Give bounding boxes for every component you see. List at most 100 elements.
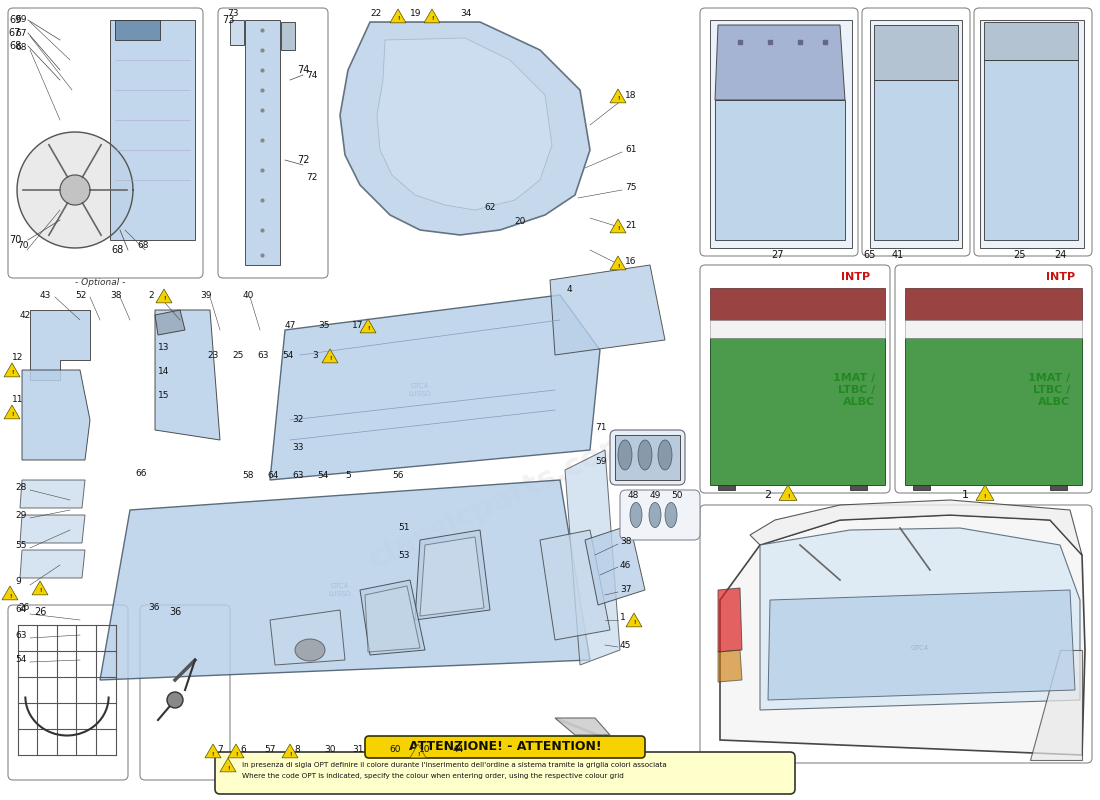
Polygon shape	[390, 9, 406, 23]
Text: 55: 55	[15, 541, 26, 550]
Text: 74: 74	[307, 70, 318, 79]
Text: 17: 17	[352, 321, 363, 330]
Text: classicparts.com: classicparts.com	[364, 426, 636, 574]
Text: !: !	[227, 766, 229, 770]
Text: !: !	[9, 594, 11, 598]
Text: 19: 19	[410, 10, 421, 18]
Text: 28: 28	[15, 483, 26, 493]
Text: 61: 61	[625, 146, 637, 154]
Polygon shape	[905, 288, 1082, 320]
Polygon shape	[282, 744, 298, 758]
Text: 70: 70	[9, 235, 21, 245]
Text: !: !	[211, 751, 215, 757]
Text: !: !	[11, 413, 13, 418]
Text: 43: 43	[40, 290, 52, 299]
Circle shape	[167, 692, 183, 708]
Text: INTP: INTP	[840, 272, 870, 282]
Text: 65: 65	[864, 250, 877, 260]
Polygon shape	[20, 480, 85, 508]
Text: 42: 42	[20, 310, 31, 319]
Text: 11: 11	[12, 395, 23, 405]
Text: GTC4: GTC4	[911, 645, 930, 651]
Text: 13: 13	[158, 343, 169, 353]
Polygon shape	[710, 288, 886, 320]
Text: 48: 48	[627, 491, 639, 501]
FancyBboxPatch shape	[862, 8, 970, 256]
Text: 46: 46	[620, 561, 631, 570]
Polygon shape	[4, 405, 20, 419]
Polygon shape	[720, 515, 1085, 755]
Text: ATTENZIONE! - ATTENTION!: ATTENZIONE! - ATTENTION!	[409, 741, 602, 754]
Polygon shape	[976, 485, 994, 501]
Ellipse shape	[630, 502, 642, 527]
FancyBboxPatch shape	[974, 8, 1092, 256]
Polygon shape	[984, 22, 1078, 60]
Text: !: !	[366, 326, 370, 331]
Polygon shape	[228, 744, 244, 758]
Polygon shape	[16, 132, 133, 248]
Text: !: !	[397, 17, 399, 22]
Text: 59: 59	[595, 458, 607, 466]
Text: 71: 71	[595, 423, 607, 433]
Text: !: !	[417, 751, 419, 757]
Text: 25: 25	[232, 350, 244, 359]
Text: 35: 35	[318, 321, 330, 330]
Text: 72: 72	[307, 174, 318, 182]
Text: 63: 63	[257, 350, 268, 359]
Polygon shape	[270, 295, 600, 480]
Text: 68: 68	[138, 241, 148, 250]
Text: !: !	[431, 17, 433, 22]
Text: 4: 4	[566, 286, 572, 294]
Ellipse shape	[658, 440, 672, 470]
Text: 68: 68	[9, 41, 21, 51]
Text: 36: 36	[148, 602, 159, 611]
Polygon shape	[22, 370, 90, 460]
Polygon shape	[718, 588, 743, 652]
Polygon shape	[100, 480, 590, 680]
Polygon shape	[205, 744, 221, 758]
Text: 22: 22	[370, 10, 382, 18]
Polygon shape	[750, 500, 1082, 555]
Polygon shape	[1030, 650, 1082, 760]
Text: !: !	[329, 357, 331, 362]
Text: 73: 73	[222, 15, 234, 25]
Text: 23: 23	[207, 350, 219, 359]
Text: - Optional -: - Optional -	[75, 278, 125, 287]
Polygon shape	[245, 20, 280, 265]
FancyBboxPatch shape	[700, 8, 858, 256]
FancyBboxPatch shape	[8, 8, 203, 278]
Text: 38: 38	[110, 290, 121, 299]
Text: !: !	[617, 226, 619, 231]
Text: 33: 33	[293, 443, 304, 453]
Text: 7: 7	[217, 746, 223, 754]
Polygon shape	[870, 20, 962, 248]
Text: 49: 49	[649, 491, 661, 501]
Ellipse shape	[638, 440, 652, 470]
Text: !: !	[163, 297, 165, 302]
Text: 54: 54	[283, 350, 294, 359]
Text: !: !	[288, 751, 292, 757]
Text: 54: 54	[317, 470, 329, 479]
Polygon shape	[280, 22, 295, 50]
Text: 57: 57	[264, 746, 276, 754]
Polygon shape	[110, 20, 195, 240]
Text: !: !	[632, 621, 636, 626]
Polygon shape	[610, 89, 626, 103]
Text: 18: 18	[625, 90, 637, 99]
Polygon shape	[420, 537, 484, 616]
Polygon shape	[626, 613, 642, 627]
Polygon shape	[615, 435, 680, 480]
Text: GTC4
LUSSO: GTC4 LUSSO	[408, 383, 431, 397]
Text: 75: 75	[625, 183, 637, 193]
Polygon shape	[32, 581, 48, 595]
Polygon shape	[4, 363, 20, 377]
Ellipse shape	[295, 639, 324, 661]
Polygon shape	[984, 60, 1078, 240]
Text: 9: 9	[15, 578, 21, 586]
Polygon shape	[779, 485, 798, 501]
Text: 67: 67	[15, 30, 26, 38]
Text: !: !	[983, 494, 987, 498]
Text: 1MAT /
LTBC /
ALBC: 1MAT / LTBC / ALBC	[1027, 374, 1070, 406]
Polygon shape	[710, 320, 886, 338]
Polygon shape	[360, 580, 425, 655]
